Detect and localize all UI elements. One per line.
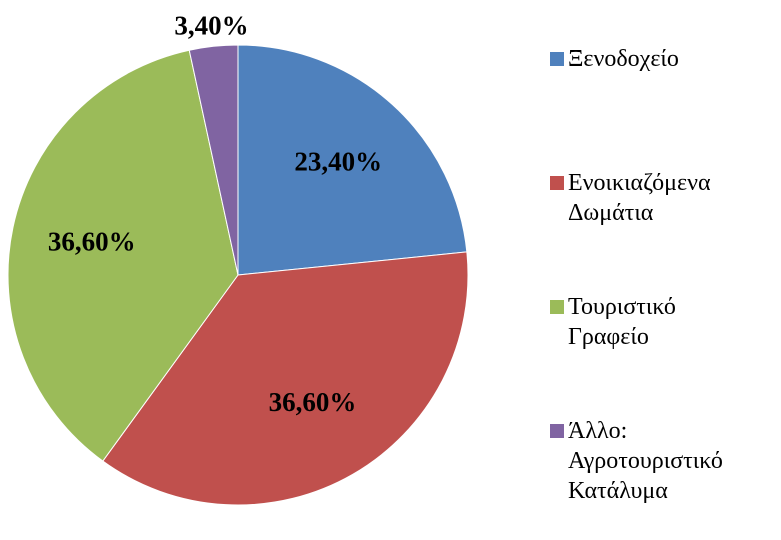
legend-item: Τουριστικό Γραφείο: [550, 292, 775, 416]
chart: 23,40% 36,60% 36,60% 3,40%: [7, 11, 469, 506]
legend-item: Άλλο: Αγροτουριστικό Κατάλυμα: [550, 416, 775, 540]
legend-item: Ξενοδοχείο: [550, 44, 775, 168]
legend-item: Ενοικιαζόμενα Δωμάτια: [550, 168, 775, 292]
legend-swatch: [550, 176, 564, 190]
pie-slice: [102, 251, 469, 506]
pie-slice: [188, 44, 239, 276]
data-label: 36,60%: [269, 387, 357, 417]
data-label: 3,40%: [174, 11, 248, 41]
legend-label: Ενοικιαζόμενα Δωμάτια: [568, 170, 711, 226]
legend-label: Ξενοδοχείο: [568, 46, 679, 72]
legend-swatch: [550, 52, 564, 66]
legend-swatch: [550, 300, 564, 314]
legend-label: Τουριστικό Γραφείο: [568, 294, 676, 350]
page: 23,40% 36,60% 36,60% 3,40% Ξενοδοχείο Ενοικι…: [7, 10, 723, 506]
pie-slice: [7, 49, 239, 462]
pie-slice: [237, 44, 468, 276]
data-label: 36,60%: [48, 226, 136, 256]
legend: Ξενοδοχείο Ενοικιαζόμενα Δωμάτια Τουριστικ…: [550, 44, 775, 540]
legend-label: Άλλο: Αγροτουριστικό Κατάλυμα: [568, 418, 723, 504]
legend-swatch: [550, 424, 564, 438]
data-label: 23,40%: [294, 146, 382, 176]
